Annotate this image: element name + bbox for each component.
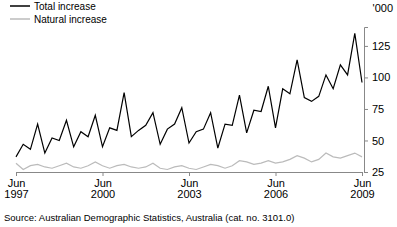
legend-label: Total increase [34, 1, 96, 12]
series-line [16, 33, 362, 157]
y-tick-label: 50 [372, 134, 384, 146]
y-axis-line [365, 28, 369, 173]
x-tick-label-line: Jun [354, 177, 372, 189]
lines [16, 33, 362, 169]
y-tick-label: 25 [372, 166, 384, 178]
x-tick-label: Jun2003 [177, 177, 201, 201]
x-tick-label-line: Jun [267, 177, 285, 189]
y-tick-label: 75 [372, 103, 384, 115]
y-tick-mark [364, 46, 368, 47]
series-line [16, 153, 362, 169]
y-tick-mark [364, 172, 368, 173]
x-tick-label-line: 2000 [91, 188, 115, 200]
x-tick: Jun1997 [4, 172, 28, 200]
x-tick-label: Jun2000 [91, 177, 115, 201]
y-tick: 75 [364, 103, 384, 115]
chart-svg: 255075100125'000Jun1997Jun2000Jun2003Jun… [0, 0, 397, 227]
x-tick: Jun2003 [177, 172, 201, 200]
x-tick-mark [16, 172, 17, 176]
x-tick-label-line: 2003 [177, 188, 201, 200]
x-tick-label-line: 2009 [350, 188, 374, 200]
legend-label: Natural increase [34, 14, 107, 25]
x-tick-mark [103, 172, 104, 176]
y-unit-label: '000 [373, 2, 393, 14]
x-tick: Jun2000 [91, 172, 115, 200]
x-tick-label: Jun2006 [264, 177, 288, 201]
y-tick-mark [364, 140, 368, 141]
chart-container: 255075100125'000Jun1997Jun2000Jun2003Jun… [0, 0, 397, 227]
x-tick-label: Jun2009 [350, 177, 374, 201]
x-tick-mark [276, 172, 277, 176]
x-tick-label-line: Jun [181, 177, 199, 189]
x-tick-label-line: 1997 [4, 188, 28, 200]
legend: Total increase Natural increase [10, 1, 107, 25]
y-tick: 100 [364, 71, 390, 83]
legend-swatch [10, 18, 30, 20]
x-tick-label-line: Jun [8, 177, 26, 189]
legend-item: Total increase [10, 1, 96, 12]
x-tick-label: Jun1997 [4, 177, 28, 201]
x-axis: Jun1997Jun2000Jun2003Jun2006Jun2009 [4, 172, 374, 200]
y-tick-mark [364, 77, 368, 78]
y-axis: 25 50 75 100 125 [364, 28, 390, 179]
x-tick-mark [189, 172, 190, 176]
x-tick: Jun2009 [350, 172, 374, 200]
x-tick-label-line: 2006 [264, 188, 288, 200]
y-tick-label: 125 [372, 40, 390, 52]
x-tick-mark [362, 172, 363, 176]
y-tick: 125 [364, 40, 390, 52]
x-tick-label-line: Jun [94, 177, 112, 189]
x-tick: Jun2006 [264, 172, 288, 200]
y-tick-mark [364, 109, 368, 110]
source-note: Source: Australian Demographic Statistic… [4, 212, 294, 223]
y-tick: 50 [364, 134, 384, 146]
legend-item: Natural increase [10, 14, 107, 25]
y-tick-label: 100 [372, 71, 390, 83]
x-axis-line [17, 173, 363, 177]
legend-swatch [10, 5, 30, 7]
